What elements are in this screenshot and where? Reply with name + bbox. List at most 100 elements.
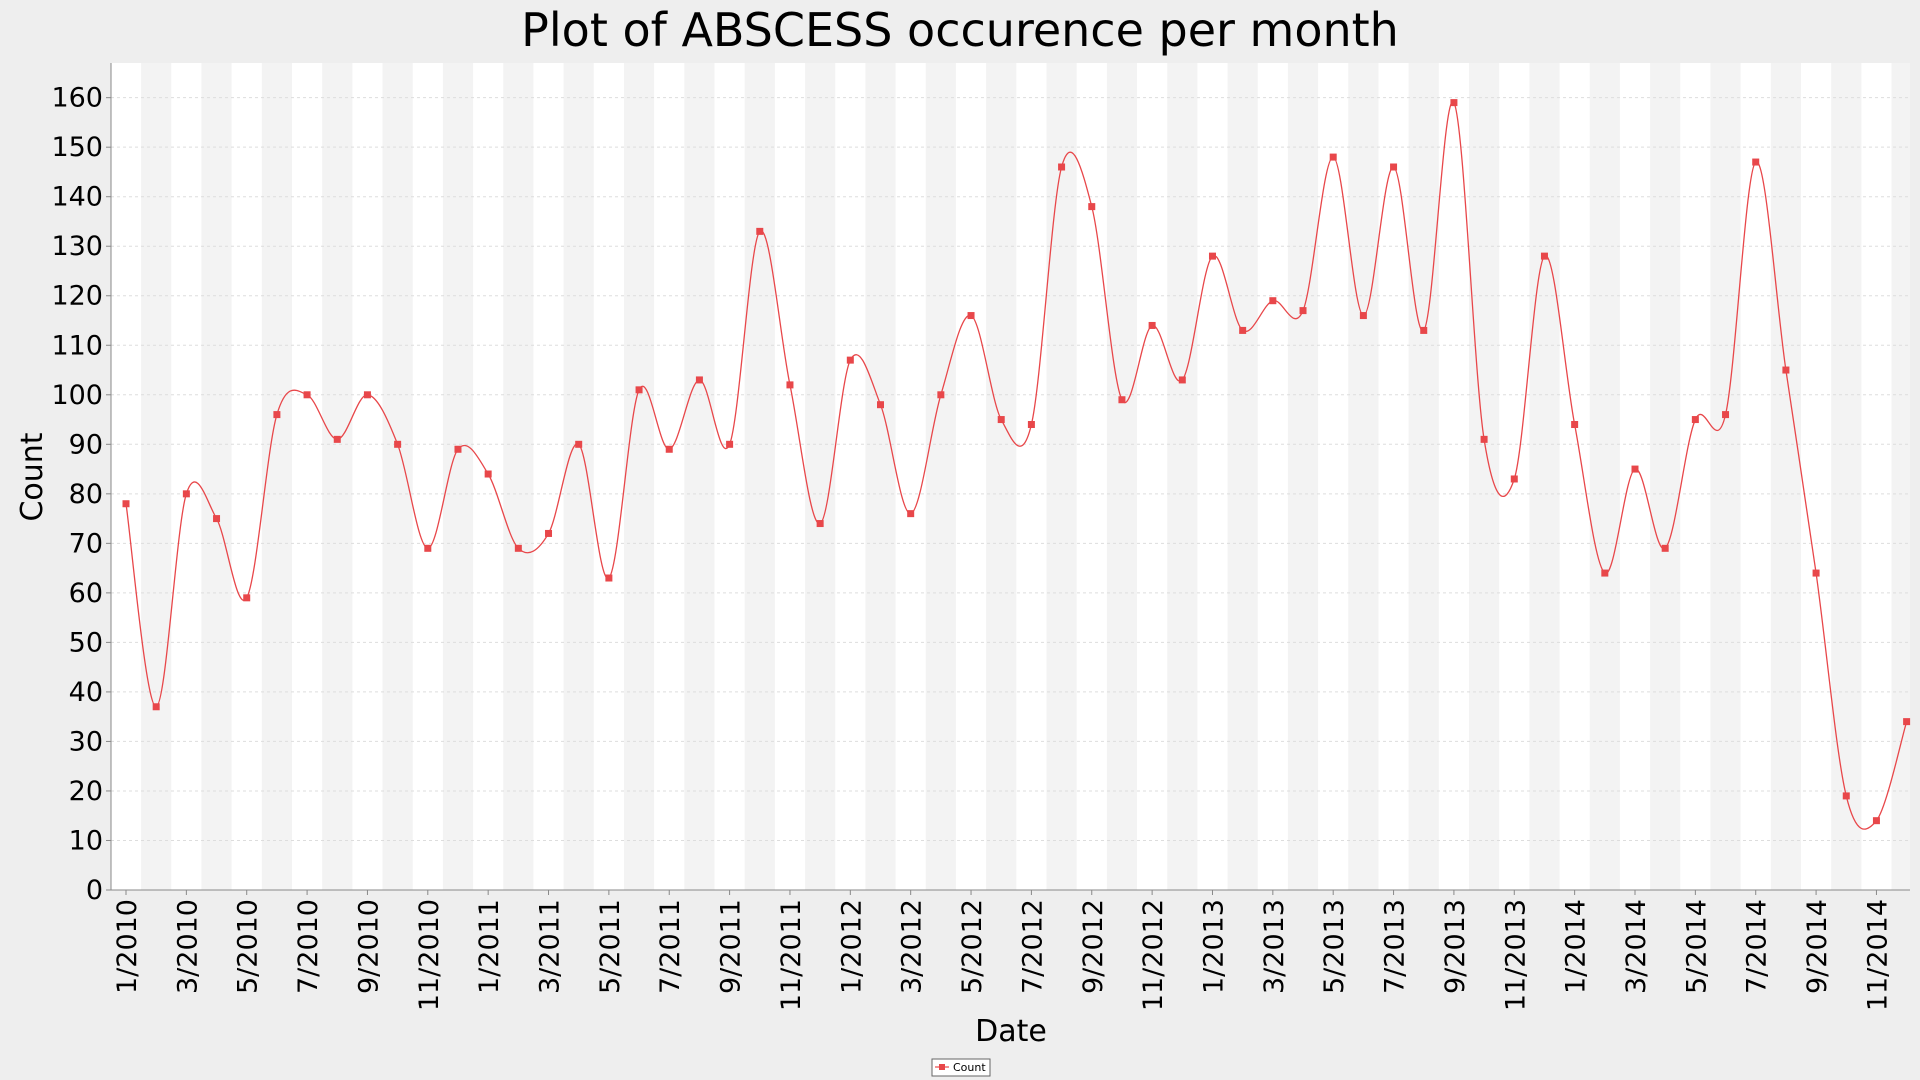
x-tick-label: 1/2010 <box>112 899 143 994</box>
data-point <box>1661 544 1669 552</box>
data-point <box>665 445 673 453</box>
data-point <box>1148 321 1156 329</box>
data-point <box>1088 203 1096 211</box>
y-tick-label: 0 <box>86 875 103 906</box>
y-tick-label: 150 <box>51 132 103 163</box>
x-tick-label: 11/2010 <box>414 899 445 1011</box>
x-tick-label: 7/2010 <box>293 899 324 994</box>
data-point <box>1903 718 1911 726</box>
data-point <box>182 490 190 498</box>
data-point <box>363 391 371 399</box>
chart-title: Plot of ABSCESS occurence per month <box>521 3 1399 57</box>
x-tick-label: 9/2014 <box>1802 899 1833 994</box>
data-point <box>997 416 1005 424</box>
y-tick-label: 140 <box>51 182 103 213</box>
x-tick-label: 7/2011 <box>655 899 686 994</box>
data-point <box>1812 569 1820 577</box>
x-tick-label: 3/2013 <box>1259 899 1290 994</box>
month-band <box>1650 63 1681 890</box>
data-point <box>635 386 643 394</box>
x-tick-label: 5/2011 <box>595 899 626 994</box>
y-tick-label: 10 <box>69 825 103 856</box>
data-point <box>1571 421 1579 429</box>
y-tick-label: 70 <box>69 528 103 559</box>
x-tick-label: 3/2011 <box>535 899 566 994</box>
data-point <box>877 401 884 409</box>
data-point <box>1872 817 1880 825</box>
x-tick-label: 5/2010 <box>233 899 264 994</box>
data-point <box>545 529 553 537</box>
data-point <box>243 594 251 602</box>
data-point <box>967 312 975 320</box>
data-point <box>846 356 854 364</box>
alternating-bands <box>141 63 1910 890</box>
x-tick-label: 11/2013 <box>1500 899 1531 1011</box>
x-tick-label: 3/2012 <box>897 899 928 994</box>
month-band <box>1348 63 1379 890</box>
y-tick-label: 120 <box>51 281 103 312</box>
data-point <box>394 440 402 448</box>
month-band <box>1891 63 1910 890</box>
data-point <box>424 544 432 552</box>
month-band <box>684 63 715 890</box>
data-point <box>1601 569 1609 577</box>
data-point <box>514 544 522 552</box>
month-band <box>805 63 836 890</box>
data-point <box>786 381 794 389</box>
y-tick-label: 100 <box>51 380 103 411</box>
data-point <box>1691 416 1699 424</box>
month-band <box>623 63 655 890</box>
x-tick-label: 7/2014 <box>1742 899 1773 994</box>
x-tick-label: 11/2011 <box>776 899 807 1011</box>
data-point <box>1480 435 1488 443</box>
x-tick-label: 11/2014 <box>1862 899 1893 1011</box>
y-tick-label: 20 <box>69 776 103 807</box>
x-tick-label: 7/2013 <box>1380 899 1411 994</box>
month-band <box>1227 63 1258 890</box>
data-point <box>484 470 492 478</box>
data-point <box>1239 326 1247 334</box>
month-band <box>382 63 413 890</box>
y-tick-label: 40 <box>69 677 103 708</box>
data-point <box>454 445 462 453</box>
month-band <box>322 63 353 890</box>
data-point <box>1631 465 1639 473</box>
month-band <box>141 63 172 890</box>
x-tick-label: 1/2011 <box>474 899 505 994</box>
month-band <box>1710 63 1741 890</box>
data-point <box>303 391 311 399</box>
x-tick-label: 7/2012 <box>1017 899 1048 994</box>
data-point <box>1540 252 1548 260</box>
data-point <box>1722 411 1730 419</box>
data-point <box>816 520 824 528</box>
month-band <box>1589 63 1620 890</box>
legend-marker-swatch <box>939 1064 945 1070</box>
month-band <box>1287 63 1319 890</box>
y-tick-label: 80 <box>69 479 103 510</box>
data-point <box>1058 163 1066 171</box>
data-point <box>937 391 945 399</box>
data-point <box>907 510 915 518</box>
x-tick-label: 3/2014 <box>1621 899 1652 994</box>
data-point <box>1329 153 1337 161</box>
data-point <box>1269 297 1277 305</box>
data-point <box>1782 366 1790 374</box>
y-tick-label: 110 <box>51 330 103 361</box>
legend-box <box>931 1058 991 1077</box>
month-band <box>1529 63 1560 890</box>
data-point <box>1359 312 1367 320</box>
x-tick-label: 5/2013 <box>1319 899 1350 994</box>
x-tick-label: 5/2014 <box>1681 899 1712 994</box>
month-band <box>442 63 474 890</box>
x-tick-label: 3/2010 <box>172 899 203 994</box>
month-band <box>1770 63 1801 890</box>
month-band <box>1831 63 1862 890</box>
x-tick-label: 5/2012 <box>957 899 988 994</box>
month-band <box>986 63 1017 890</box>
series-line-count <box>125 101 1908 830</box>
data-point <box>1299 307 1307 315</box>
legend: Count <box>931 1058 991 1077</box>
series-count <box>122 99 1911 830</box>
data-point <box>1118 396 1126 404</box>
